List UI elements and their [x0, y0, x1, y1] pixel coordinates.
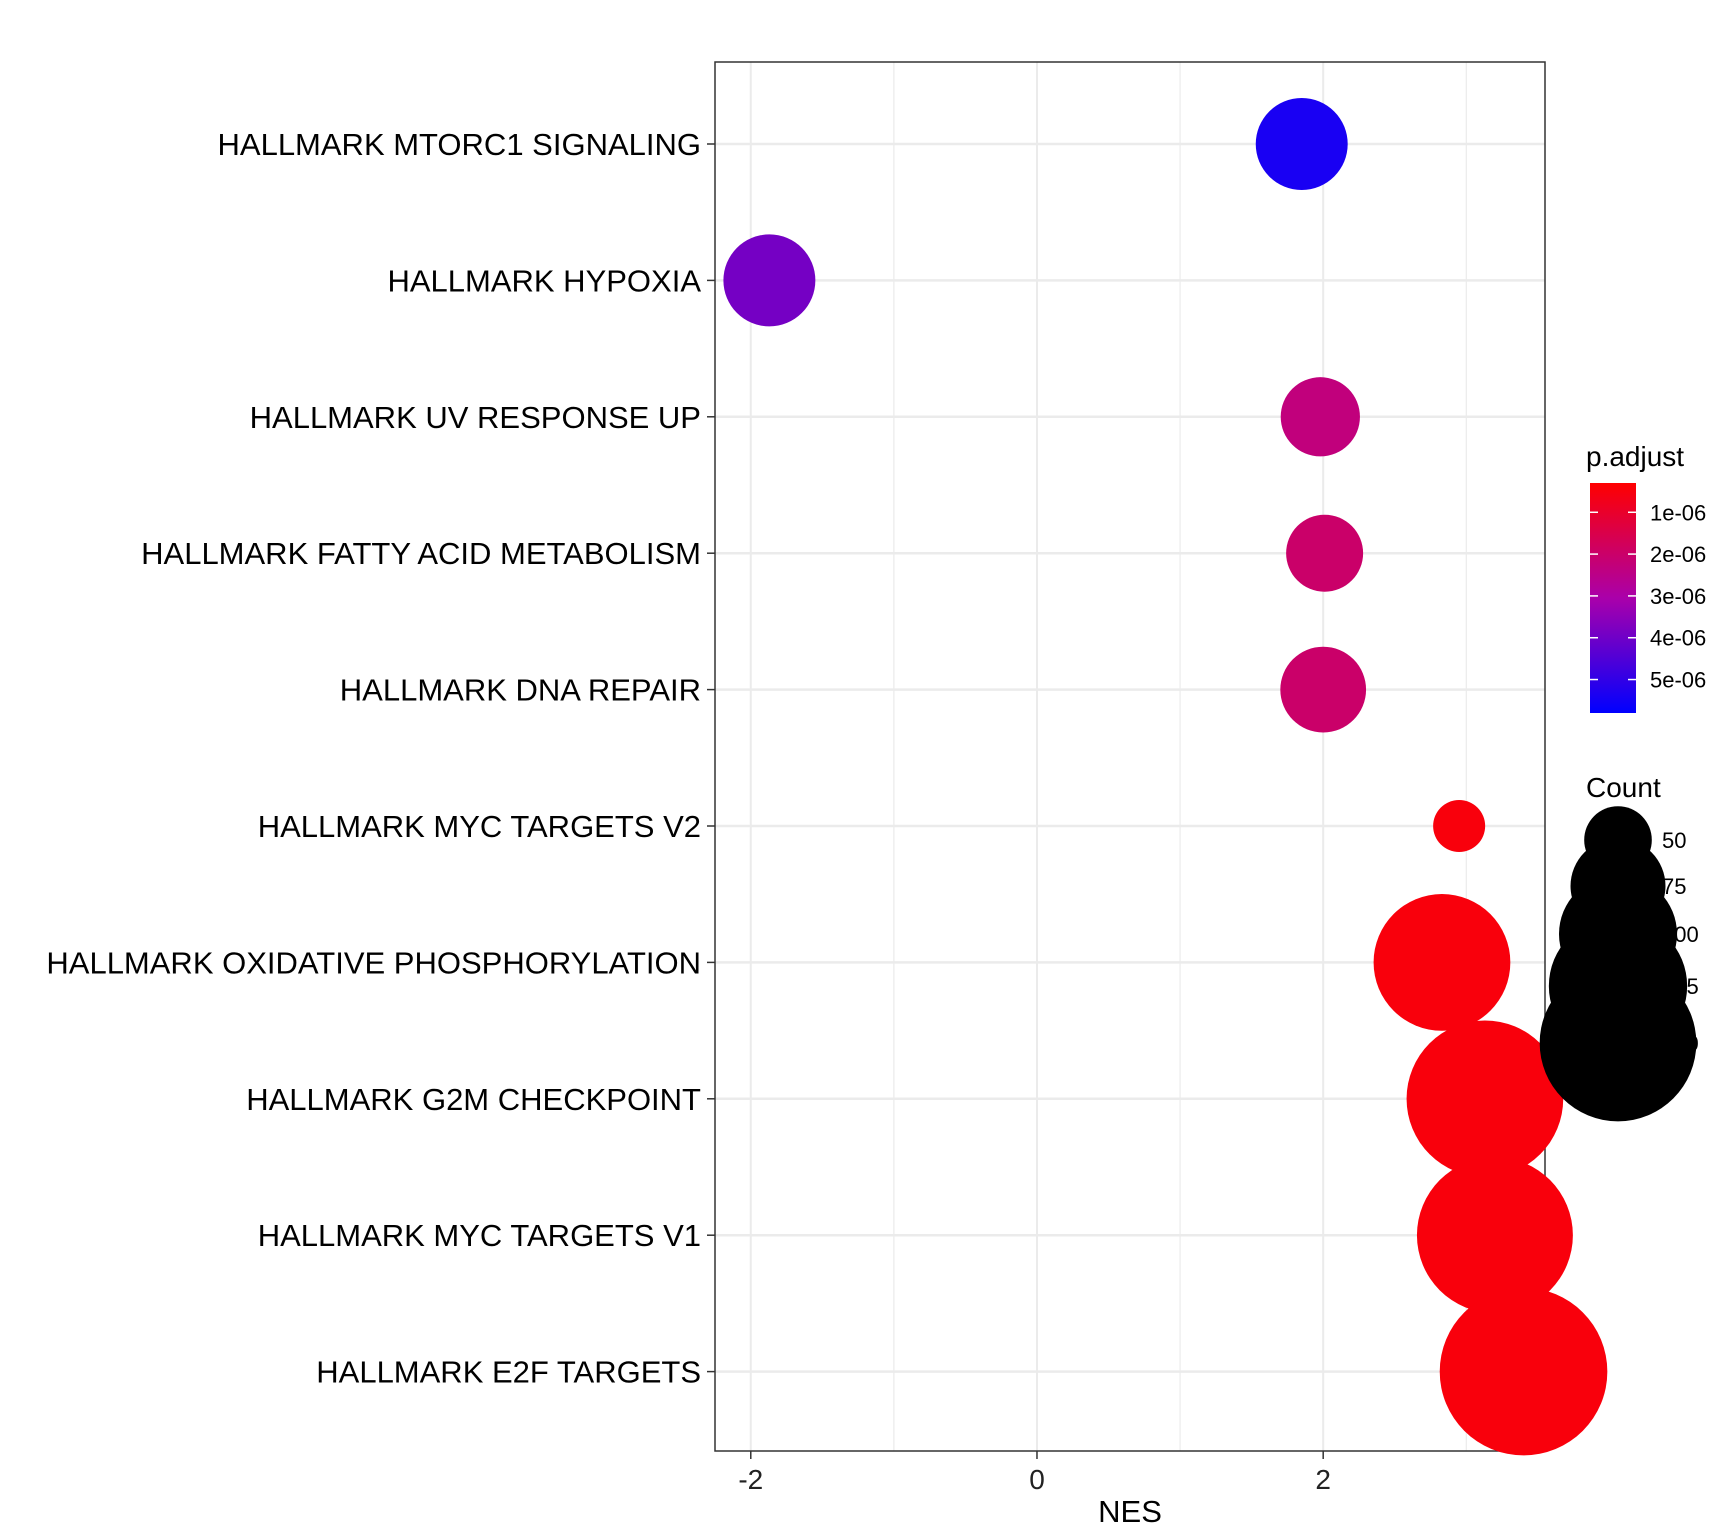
y-tick-label: HALLMARK MYC TARGETS V1 — [258, 1218, 701, 1253]
color-tick-label: 2e-06 — [1650, 542, 1706, 567]
color-tick-label: 4e-06 — [1650, 626, 1706, 651]
color-tick-label: 3e-06 — [1650, 584, 1706, 609]
color-bar — [1590, 483, 1636, 713]
data-point — [1416, 1157, 1573, 1314]
y-tick-label: HALLMARK DNA REPAIR — [340, 673, 701, 708]
x-tick-label: 0 — [1029, 1464, 1045, 1495]
y-tick-label: HALLMARK E2F TARGETS — [316, 1355, 701, 1390]
data-point — [1406, 1020, 1564, 1178]
y-tick-label: HALLMARK MTORC1 SIGNALING — [218, 127, 701, 162]
y-tick-label: HALLMARK FATTY ACID METABOLISM — [141, 536, 701, 571]
data-point — [723, 234, 816, 327]
color-legend-ticks: 1e-06 2e-06 3e-06 4e-06 5e-06 — [1590, 500, 1706, 693]
data-point — [1280, 377, 1360, 457]
color-legend: p.adjust 1e-06 2e-06 3e-06 4e-06 5e-06 — [1586, 441, 1706, 713]
color-tick-label: 1e-06 — [1650, 500, 1706, 525]
size-legend-title: Count — [1586, 772, 1661, 803]
y-tick-label: HALLMARK UV RESPONSE UP — [250, 400, 701, 435]
x-axis-title: NES — [1098, 1494, 1162, 1529]
size-legend-label: 150 — [1662, 1031, 1699, 1056]
data-point — [1433, 799, 1486, 853]
y-tick-label: HALLMARK OXIDATIVE PHOSPHORYLATION — [46, 945, 701, 980]
x-tick-label: -2 — [738, 1464, 763, 1495]
y-tick-label: HALLMARK MYC TARGETS V2 — [258, 809, 701, 844]
data-point — [1286, 514, 1364, 592]
y-tick-label: HALLMARK HYPOXIA — [387, 263, 701, 298]
data-point — [1439, 1287, 1608, 1456]
y-tick-label: HALLMARK G2M CHECKPOINT — [246, 1082, 701, 1117]
x-tick-label: 2 — [1315, 1464, 1331, 1495]
x-axis: -2 0 2 — [738, 1451, 1331, 1495]
size-legend-label: 75 — [1662, 874, 1686, 899]
plot-panel-border — [714, 61, 1546, 1452]
data-point — [1373, 894, 1511, 1031]
data-point — [1280, 646, 1367, 733]
data-point — [1255, 98, 1348, 190]
data-points — [723, 98, 1608, 1456]
size-legend-dot — [1539, 964, 1697, 1122]
color-tick-label: 5e-06 — [1650, 668, 1706, 693]
y-axis: HALLMARK MTORC1 SIGNALING HALLMARK HYPOXI… — [46, 127, 715, 1390]
color-legend-title: p.adjust — [1586, 441, 1684, 472]
size-legend-label: 50 — [1662, 828, 1686, 853]
